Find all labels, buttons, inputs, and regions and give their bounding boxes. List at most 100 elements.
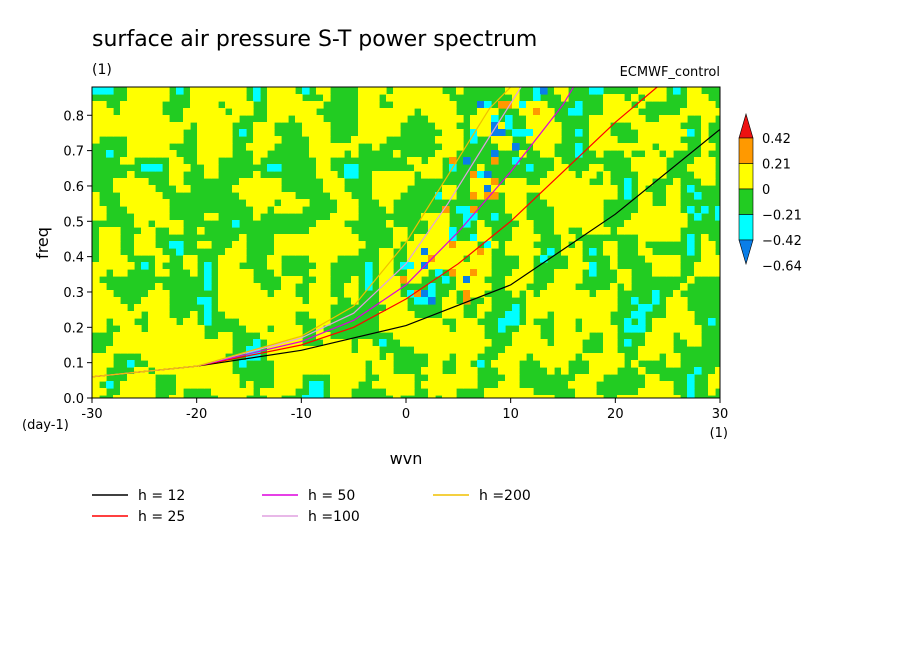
contour-cell [253, 171, 261, 179]
contour-cell [659, 129, 667, 137]
contour-cell [442, 185, 450, 193]
contour-cell [575, 374, 583, 382]
contour-cell [351, 283, 359, 291]
contour-cell [106, 234, 114, 242]
contour-cell [127, 108, 135, 116]
contour-cell [344, 234, 352, 242]
dataset-label: ECMWF_control [620, 65, 720, 80]
contour-cell [288, 360, 296, 368]
contour-cell [407, 241, 415, 249]
contour-cell [120, 388, 128, 396]
contour-cell [204, 346, 212, 354]
contour-cell [491, 388, 499, 396]
contour-cell [603, 311, 611, 319]
contour-cell [498, 388, 506, 396]
contour-cell [547, 199, 555, 207]
contour-cell [183, 381, 191, 389]
contour-cell [386, 360, 394, 368]
contour-cell [267, 87, 275, 95]
contour-cell [673, 115, 681, 123]
contour-cell [92, 262, 100, 270]
contour-cell [281, 325, 289, 333]
contour-cell [582, 381, 590, 389]
contour-cell [638, 234, 646, 242]
contour-cell [204, 108, 212, 116]
title-unit: (1) [92, 62, 112, 78]
contour-cell [267, 346, 275, 354]
contour-cell [484, 255, 492, 263]
contour-cell [253, 178, 261, 186]
contour-cell [204, 381, 212, 389]
contour-cell [666, 192, 674, 200]
contour-cell [253, 206, 261, 214]
contour-cell [666, 297, 674, 305]
contour-cell [435, 339, 443, 347]
contour-cell [316, 87, 324, 95]
contour-cell [435, 122, 443, 130]
contour-cell [519, 395, 527, 398]
contour-cell [463, 318, 471, 326]
y-tick-label: 0.8 [63, 109, 84, 124]
contour-cell [281, 241, 289, 249]
contour-cell [540, 255, 548, 263]
contour-cell [554, 220, 562, 228]
contour-cell [435, 136, 443, 144]
contour-cell [414, 234, 422, 242]
contour-cell [435, 164, 443, 172]
contour-cell [708, 255, 716, 263]
contour-cell [274, 318, 282, 326]
contour-cell [106, 297, 114, 305]
contour-cell [596, 290, 604, 298]
contour-cell [379, 367, 387, 375]
contour-cell [470, 171, 478, 179]
contour-cell [113, 304, 121, 312]
contour-cell [148, 122, 156, 130]
contour-cell [393, 395, 401, 398]
contour-cell [421, 325, 429, 333]
contour-cell [92, 395, 100, 398]
contour-cell [92, 269, 100, 277]
contour-cell [358, 374, 366, 382]
contour-cell [134, 143, 142, 151]
contour-cell [526, 388, 534, 396]
contour-cell [659, 227, 667, 235]
contour-cell [435, 115, 443, 123]
contour-cell [428, 157, 436, 165]
contour-cell [484, 283, 492, 291]
contour-cell [295, 234, 303, 242]
contour-cell [638, 87, 646, 95]
contour-cell [246, 101, 254, 109]
contour-cell [568, 304, 576, 312]
contour-cell [330, 388, 338, 396]
contour-cell [470, 234, 478, 242]
contour-cell [267, 388, 275, 396]
contour-cell [491, 157, 499, 165]
contour-cell [582, 374, 590, 382]
contour-cell [120, 255, 128, 263]
contour-cell [610, 115, 618, 123]
contour-cell [239, 255, 247, 263]
contour-cell [358, 122, 366, 130]
contour-cell [512, 311, 520, 319]
contour-cell [561, 206, 569, 214]
contour-cell [337, 374, 345, 382]
contour-cell [246, 192, 254, 200]
contour-cell [652, 234, 660, 242]
contour-cell [491, 129, 499, 137]
contour-cell [379, 171, 387, 179]
contour-cell [701, 178, 709, 186]
contour-cell [470, 213, 478, 221]
contour-cell [687, 206, 695, 214]
contour-cell [568, 171, 576, 179]
contour-cell [421, 108, 429, 116]
contour-cell [246, 143, 254, 151]
contour-cell [449, 150, 457, 158]
contour-cell [568, 339, 576, 347]
contour-cell [309, 367, 317, 375]
contour-cell [134, 94, 142, 102]
contour-cell [659, 171, 667, 179]
contour-cell [379, 192, 387, 200]
contour-cell [589, 220, 597, 228]
x-tick-label: 0 [402, 407, 410, 422]
contour-cell [442, 262, 450, 270]
